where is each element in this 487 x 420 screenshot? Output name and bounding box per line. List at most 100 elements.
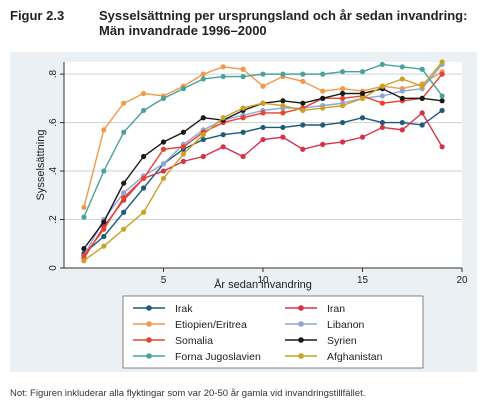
data-point — [340, 90, 346, 97]
data-point — [359, 115, 366, 121]
data-point — [141, 90, 147, 97]
data-point — [399, 76, 405, 82]
data-point — [160, 161, 167, 167]
data-point — [160, 175, 167, 181]
data-point — [101, 226, 107, 232]
data-point — [340, 69, 346, 75]
legend-item: Etiopien/Eritrea — [133, 319, 247, 331]
data-point — [160, 146, 167, 152]
y-tick-label: .8 — [48, 70, 59, 79]
legend-label: Forna Jugoslavien — [175, 351, 261, 363]
figure-title: Sysselsättning per ursprungsland och år … — [99, 8, 468, 38]
legend: Irak Iran Etiopien/Eritrea Libanon Somalia Sy… — [122, 295, 424, 369]
data-point — [320, 95, 326, 101]
data-point — [141, 153, 147, 160]
data-point — [260, 110, 266, 116]
data-point — [399, 127, 405, 133]
data-point — [439, 107, 445, 114]
data-point — [101, 243, 107, 249]
legend-marker — [298, 353, 304, 359]
data-point — [439, 144, 445, 150]
data-point — [439, 71, 445, 77]
axes: 0 .2 .4 .6 .8 5 10 15 20 — [48, 62, 468, 286]
data-point — [141, 107, 147, 114]
series-forna-jugoslavien — [81, 61, 445, 220]
y-tick-label: .6 — [48, 118, 59, 127]
figure-number: Figur 2.3 — [10, 8, 65, 23]
data-point — [260, 136, 266, 143]
data-point — [240, 115, 246, 121]
x-tick-label: 5 — [161, 275, 167, 286]
x-tick-label: 10 — [257, 275, 269, 286]
data-point — [439, 98, 445, 104]
data-point — [121, 100, 127, 106]
data-point — [379, 119, 385, 126]
figure-note: Not: Figuren inkluderar alla flyktingar … — [10, 388, 366, 399]
data-point — [419, 66, 425, 72]
legend-marker — [146, 305, 152, 311]
data-point — [379, 124, 385, 131]
data-point — [240, 105, 246, 111]
legend-label: Etiopien/Eritrea — [175, 319, 247, 331]
data-point — [399, 64, 405, 70]
line-chart: 0 .2 .4 .6 .8 5 10 15 20 År sedan invandring Sys… — [35, 59, 468, 369]
legend-label: Libanon — [327, 319, 365, 331]
data-point — [300, 78, 306, 84]
legend-item: Somalia — [133, 335, 213, 347]
data-point — [200, 136, 206, 143]
series-group — [81, 59, 445, 264]
data-point — [200, 76, 206, 82]
data-point — [399, 95, 405, 101]
series-irak — [81, 107, 445, 257]
data-point — [320, 141, 326, 147]
legend-box — [122, 295, 424, 369]
data-point — [379, 100, 385, 106]
series-afghanistan — [81, 59, 445, 264]
data-point — [180, 144, 186, 150]
data-point — [180, 151, 186, 157]
data-point — [280, 110, 286, 116]
data-point — [260, 100, 266, 106]
legend-item: Forna Jugoslavien — [133, 351, 261, 363]
data-point — [81, 246, 87, 252]
data-point — [81, 253, 87, 259]
data-point — [260, 71, 266, 77]
data-point — [340, 95, 346, 101]
data-point — [220, 144, 226, 150]
data-point — [320, 88, 326, 94]
data-point — [121, 195, 127, 201]
x-axis-label: År sedan invandring — [214, 278, 312, 291]
data-point — [101, 219, 107, 225]
data-point — [300, 71, 306, 77]
data-point — [399, 88, 405, 94]
data-point — [280, 98, 286, 104]
legend-item: Afghanistan — [285, 351, 383, 363]
data-point — [399, 119, 405, 126]
data-point — [141, 175, 147, 181]
legend-marker — [298, 337, 304, 343]
data-point — [359, 90, 366, 97]
data-point — [419, 110, 425, 116]
data-point — [240, 129, 246, 135]
legend-marker — [146, 337, 152, 343]
data-point — [359, 95, 366, 101]
data-point — [160, 139, 167, 145]
data-point — [300, 100, 306, 106]
y-tick-label: .4 — [48, 166, 59, 175]
data-point — [240, 66, 246, 72]
data-point — [220, 132, 226, 138]
data-point — [81, 214, 87, 220]
data-point — [101, 233, 107, 240]
data-point — [141, 185, 147, 191]
data-point — [141, 209, 147, 215]
data-point — [200, 115, 206, 121]
data-point — [180, 158, 186, 164]
data-point — [340, 103, 346, 109]
data-point — [280, 103, 286, 109]
legend-label: Somalia — [175, 335, 213, 347]
data-point — [81, 258, 87, 264]
data-point — [121, 226, 127, 232]
x-tick-label: 15 — [357, 275, 369, 286]
data-point — [260, 124, 266, 131]
legend-label: Syrien — [327, 335, 357, 347]
